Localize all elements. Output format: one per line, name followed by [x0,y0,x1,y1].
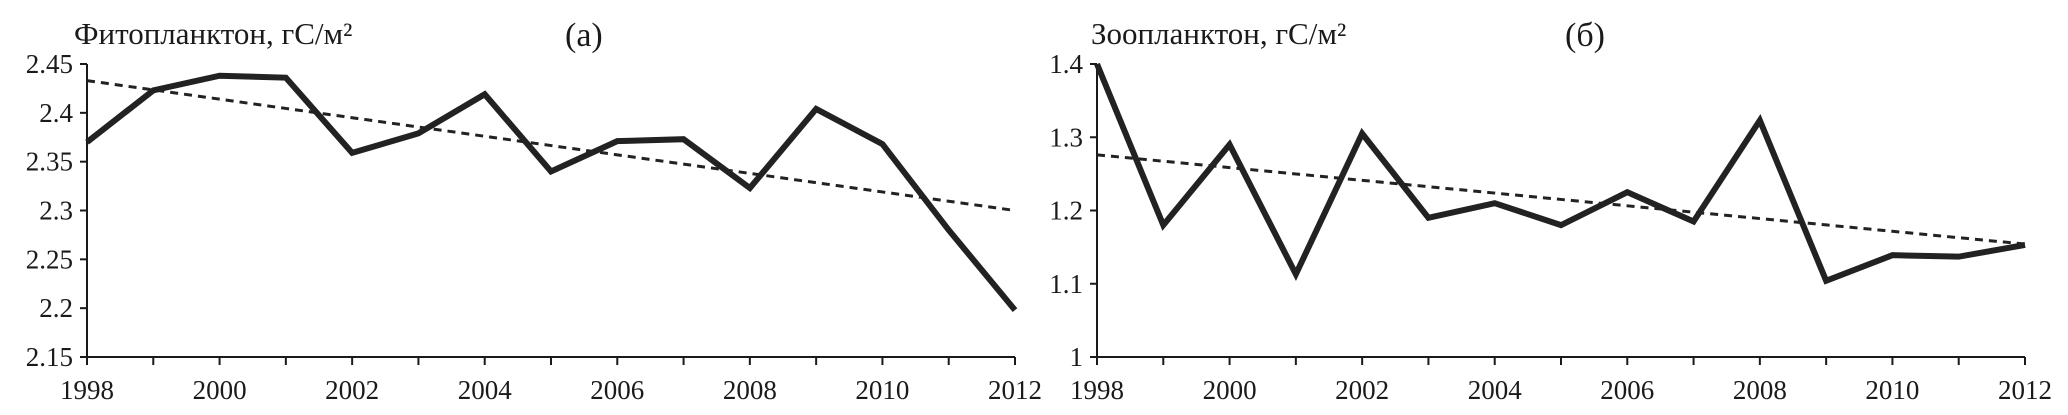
panel-b-y-tick-label: 1.3 [1049,122,1083,152]
panel-a-y-tick-label: 2.2 [39,293,73,323]
panel-b-x-tick-label: 2010 [1865,375,1919,405]
panel-a-y-tick-label: 2.3 [39,196,73,226]
panel-b-y-tick-label: 1.2 [1049,196,1083,226]
panel-b-x-tick-label: 2008 [1733,375,1787,405]
panel-a-x-tick-label: 2004 [458,375,513,405]
panel-b-x-tick-label: 2000 [1203,375,1257,405]
panel-b-trend-line [1096,153,2026,246]
panel-a-x-tick-label: 1998 [60,375,114,405]
panel-b-x-tick-label: 2004 [1468,375,1523,405]
panel-a-x-tick-label: 2006 [590,375,644,405]
panel-b-y-tick-label: 1.4 [1049,49,1083,79]
panel-b-title: Зоопланктон, гС/м² [1091,16,1346,51]
panel-b-data-line [1094,62,2026,285]
panel-b-x-tick-label: 2012 [1998,375,2052,405]
panel-b-panel-label: (б) [1565,17,1605,54]
panel-a-panel-label: (а) [565,17,603,54]
panel-a-x-tick-label: 2000 [193,375,247,405]
panel-b-y-tick-label: 1.1 [1049,269,1083,299]
panel-a-y-tick-label: 2.25 [26,244,73,274]
panel-a-x-tick-label: 2008 [723,375,777,405]
panel-a-x-tick-label: 2012 [988,375,1042,405]
panel-a-trend-line [86,79,1016,212]
panel-a-x-tick-label: 2002 [325,375,379,405]
panel-b-x-tick-label: 2002 [1335,375,1389,405]
panel-a-y-tick-label: 2.15 [26,342,73,372]
panel-a-title: Фитопланктон, гС/м² [74,16,352,51]
panel-a-y-tick-label: 2.4 [39,98,73,128]
panel-a-x-tick-label: 2010 [855,375,909,405]
panel-b-x-tick-label: 1998 [1070,375,1124,405]
panel-a-chart: 2.15 2.2 2.25 2.3 2.35 2.4 2.45 1998 2000 2002 200… [26,16,1042,405]
panel-a-data-line [85,72,1018,313]
panel-a-y-tick-label: 2.35 [26,147,73,177]
panel-b-chart: 1 1.1 1.2 1.3 1.4 1998 2000 2002 2004 2006 2008 201… [1049,16,2052,405]
panel-b-y-tick-label: 1 [1070,342,1084,372]
panel-a-y-tick-label: 2.45 [26,49,73,79]
panel-b-x-tick-label: 2006 [1600,375,1654,405]
